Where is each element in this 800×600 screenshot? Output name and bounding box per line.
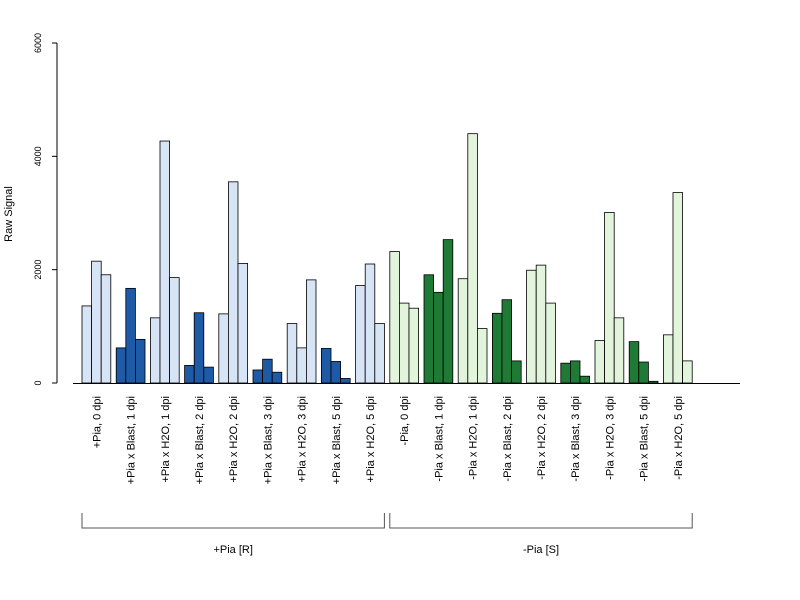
bar [218,313,229,384]
bar [330,361,342,384]
bar [433,291,444,384]
bar [296,347,307,384]
bar [570,360,581,384]
bar [340,378,351,384]
group-label: -Pia [S] [523,544,559,556]
group-label: +Pia [R] [213,544,252,556]
bars-layer [73,133,740,384]
y-tick-label: 0 [33,380,43,385]
category-labels: +Pia, 0 dpi +Pia x Blast, 1 dpi +Pia x H2O… [91,396,684,484]
bar [320,348,332,384]
bar [262,358,273,384]
group-bracket [81,513,385,529]
bar [149,317,161,384]
bar [648,380,659,384]
x-tick-label: -Pia x Blast, 3 dpi [570,396,582,482]
x-tick-label: +Pia, 0 dpi [91,396,103,448]
x-tick-label: +Pia x Blast, 3 dpi [262,396,274,484]
x-tick-label: +Pia x H2O, 5 dpi [365,396,377,483]
x-tick-label: +Pia x Blast, 1 dpi [126,396,138,484]
bar [408,307,420,384]
x-tick-label: +Pia x Blast, 2 dpi [194,396,206,484]
bar [579,375,591,384]
x-tick-label: -Pia x H2O, 3 dpi [604,396,616,480]
bar [159,140,171,384]
bar [442,239,454,384]
bar [476,328,488,384]
bar [184,365,195,384]
x-tick-label: +Pia x H2O, 3 dpi [297,396,309,483]
x-tick-label: +Pia x H2O, 2 dpi [228,396,240,483]
y-tick-label: 6000 [33,33,43,53]
bar [604,212,615,384]
bar [227,181,239,384]
bar [682,360,693,384]
bar [398,302,410,384]
bar [638,361,649,384]
group-brackets: +Pia [R] -Pia [S] [81,513,693,556]
x-tick-label: +Pia x H2O, 1 dpi [160,396,172,483]
bar [81,305,93,384]
bar [169,277,180,384]
x-tick-label: -Pia x Blast, 5 dpi [639,396,651,482]
bar [457,278,469,384]
bar [252,369,264,384]
x-tick-label: -Pia x H2O, 5 dpi [673,396,685,480]
bar [672,192,684,384]
bar [389,251,400,384]
bar [355,285,366,384]
bar [628,341,640,384]
bar [501,299,513,384]
x-tick-label: -Pia x H2O, 1 dpi [468,396,480,480]
bar [374,323,385,384]
y-axis: 0 2000 4000 6000 [33,33,58,386]
bar [560,362,571,384]
x-tick-label: -Pia x H2O, 2 dpi [536,396,548,480]
bar [535,264,547,384]
bar [100,274,112,384]
group-bracket [389,513,693,529]
bar [237,263,249,384]
bar [491,312,503,384]
bar [91,260,102,384]
y-axis-title: Raw Signal [3,186,15,242]
bar [203,366,214,384]
bar [545,302,556,384]
y-tick-label: 4000 [33,146,43,166]
bar [134,338,146,384]
x-tick-label: -Pia x Blast, 2 dpi [502,396,514,482]
x-tick-label: -Pia x Blast, 1 dpi [433,396,445,482]
bar [613,317,625,384]
bar [526,269,537,384]
bar [511,360,522,384]
bar [115,347,127,384]
bar [305,279,317,384]
bar [286,323,298,384]
bar [125,287,136,384]
bar [594,340,606,384]
y-tick-label: 2000 [33,260,43,280]
bar [663,334,674,384]
bar [364,263,376,384]
bar [193,312,205,384]
x-tick-label: -Pia, 0 dpi [399,396,411,446]
bar [423,274,435,384]
bar [467,133,478,384]
bar [271,371,283,384]
x-tick-label: +Pia x Blast, 5 dpi [331,396,343,484]
